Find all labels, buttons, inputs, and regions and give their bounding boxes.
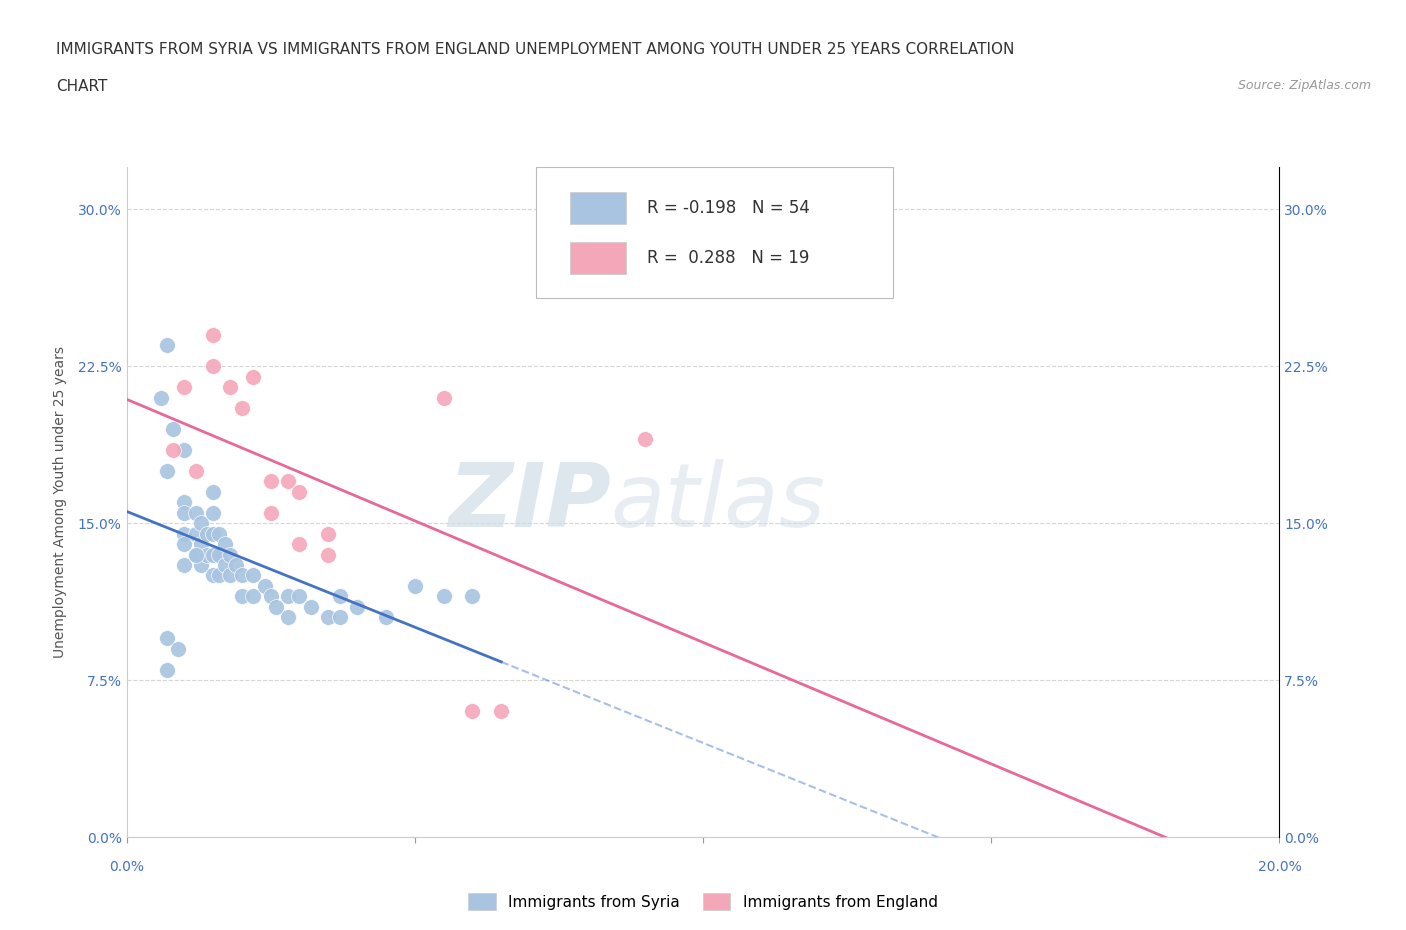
Point [461, 589, 484, 604]
Point [173, 526, 195, 541]
Point [318, 526, 340, 541]
Point [156, 631, 179, 645]
Point [173, 443, 195, 458]
Text: R = -0.198   N = 54: R = -0.198 N = 54 [647, 199, 810, 217]
Point [318, 547, 340, 562]
Point [225, 558, 247, 573]
Point [202, 327, 225, 342]
Point [173, 505, 195, 520]
Point [156, 662, 179, 677]
Point [219, 547, 242, 562]
Text: 20.0%: 20.0% [1257, 860, 1302, 874]
Point [195, 547, 218, 562]
Point [242, 589, 264, 604]
Point [202, 505, 225, 520]
Point [374, 610, 398, 625]
Point [202, 485, 225, 499]
Point [259, 474, 281, 489]
Point [162, 421, 184, 436]
Point [208, 547, 231, 562]
Point [202, 547, 225, 562]
Point [150, 391, 173, 405]
Point [208, 526, 231, 541]
Point [184, 547, 207, 562]
FancyBboxPatch shape [571, 192, 626, 223]
Point [433, 589, 456, 604]
Text: ZIP: ZIP [449, 458, 610, 546]
Point [318, 610, 340, 625]
Point [461, 704, 484, 719]
Point [173, 379, 195, 394]
Text: R =  0.288   N = 19: R = 0.288 N = 19 [647, 249, 808, 267]
Text: 0.0%: 0.0% [110, 860, 143, 874]
Point [288, 485, 311, 499]
Point [259, 505, 281, 520]
Point [329, 589, 352, 604]
Point [156, 338, 179, 352]
Y-axis label: Unemployment Among Youth under 25 years: Unemployment Among Youth under 25 years [52, 346, 66, 658]
Point [173, 537, 195, 551]
Legend: Immigrants from Syria, Immigrants from England: Immigrants from Syria, Immigrants from E… [463, 886, 943, 916]
Point [433, 391, 456, 405]
Point [277, 589, 299, 604]
Point [259, 589, 281, 604]
Point [156, 463, 179, 478]
Point [202, 359, 225, 374]
FancyBboxPatch shape [536, 167, 893, 298]
Point [195, 526, 218, 541]
Point [173, 495, 195, 510]
Point [288, 589, 311, 604]
Point [208, 568, 231, 583]
Point [202, 568, 225, 583]
Point [231, 401, 253, 416]
Point [214, 537, 236, 551]
Point [288, 537, 311, 551]
Point [346, 600, 368, 615]
Point [190, 558, 212, 573]
Point [277, 610, 299, 625]
Point [242, 568, 264, 583]
Point [266, 600, 288, 615]
Point [214, 558, 236, 573]
Point [489, 704, 512, 719]
Point [184, 547, 207, 562]
Point [231, 589, 253, 604]
Point [184, 526, 207, 541]
Point [184, 505, 207, 520]
Point [299, 600, 322, 615]
Text: IMMIGRANTS FROM SYRIA VS IMMIGRANTS FROM ENGLAND UNEMPLOYMENT AMONG YOUTH UNDER : IMMIGRANTS FROM SYRIA VS IMMIGRANTS FROM… [56, 42, 1015, 57]
FancyBboxPatch shape [571, 242, 626, 273]
Point [202, 526, 225, 541]
Text: Source: ZipAtlas.com: Source: ZipAtlas.com [1237, 79, 1371, 92]
Point [634, 432, 657, 447]
Point [173, 558, 195, 573]
Point [277, 474, 299, 489]
Point [219, 379, 242, 394]
Text: atlas: atlas [610, 459, 825, 545]
Point [190, 537, 212, 551]
Point [242, 369, 264, 384]
Point [167, 642, 190, 657]
Text: CHART: CHART [56, 79, 108, 94]
Point [329, 610, 352, 625]
Point [231, 568, 253, 583]
Point [162, 443, 184, 458]
Point [190, 516, 212, 531]
Point [253, 578, 276, 593]
Point [404, 578, 426, 593]
Point [184, 463, 207, 478]
Point [219, 568, 242, 583]
